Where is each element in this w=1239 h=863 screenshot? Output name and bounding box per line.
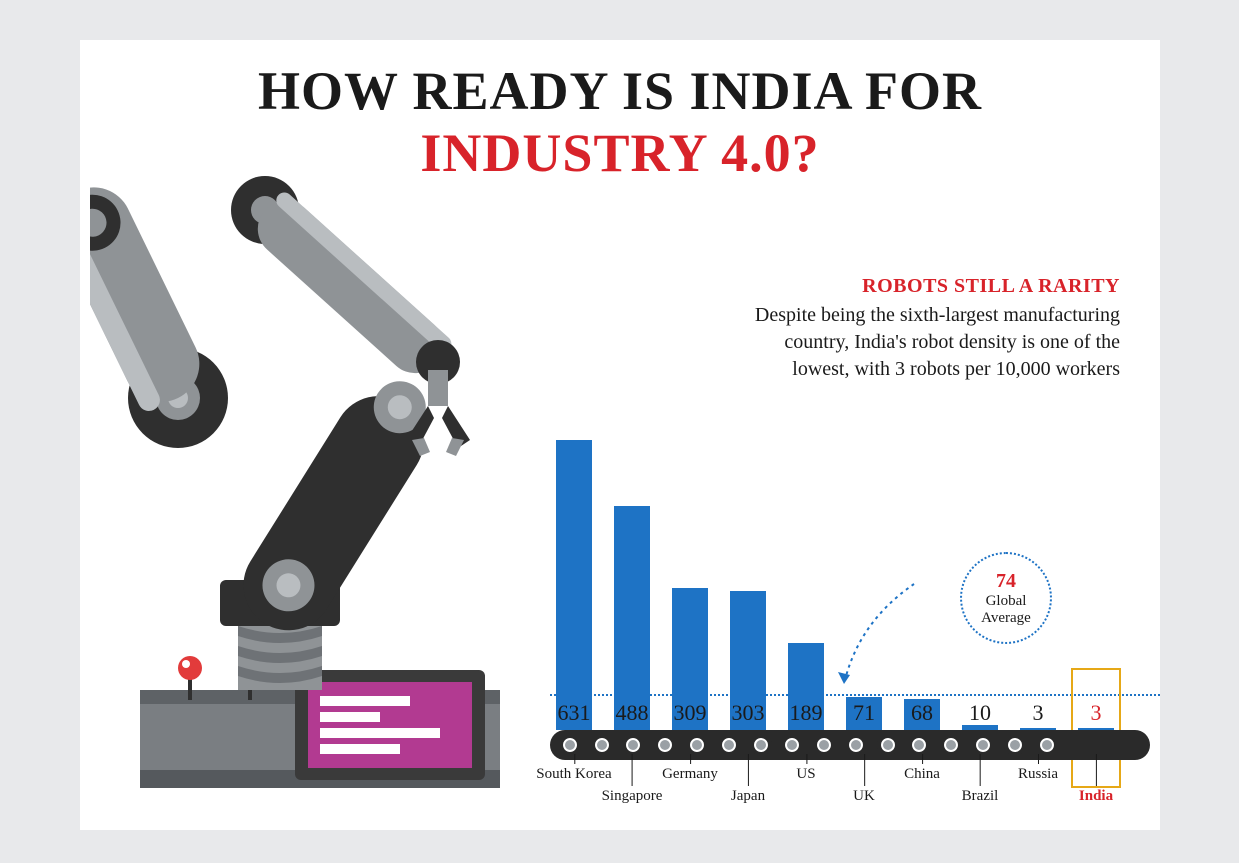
category-label: US: [796, 766, 815, 783]
robot-density-chart: 63148830930318971681033 74 Global Averag…: [550, 400, 1140, 820]
conveyor-wheel: [781, 734, 803, 756]
category-label: Japan: [731, 788, 765, 805]
conveyor-wheel: [972, 734, 994, 756]
bar-value-label: 309: [674, 700, 707, 726]
side-text-block: ROBOTS STILL A RARITY Despite being the …: [740, 275, 1120, 383]
bar-value-label: 10: [969, 700, 991, 726]
category-label: South Korea: [536, 766, 611, 783]
conveyor-wheel: [813, 734, 835, 756]
global-average-callout: 74 Global Average: [960, 552, 1052, 644]
title-qmark: ?: [792, 123, 820, 183]
title-block: HOW READY IS INDIA FOR INDUSTRY 4.0?: [80, 40, 1160, 184]
category-label: China: [904, 766, 940, 783]
conveyor-wheel: [622, 734, 644, 756]
bar-value-label: 189: [790, 700, 823, 726]
category-tick: [980, 754, 981, 786]
title-line1: HOW READY IS INDIA FOR: [80, 60, 1160, 122]
robot-arm-illustration: [90, 170, 550, 790]
conveyor-wheel: [1036, 734, 1058, 756]
conveyor-wheel: [718, 734, 740, 756]
category-tick: [574, 754, 575, 764]
conveyor-wheel: [1004, 734, 1026, 756]
category-tick: [864, 754, 865, 786]
conveyor-wheel: [559, 734, 581, 756]
global-average-value: 74: [996, 570, 1016, 593]
bar-value-label: 71: [853, 700, 875, 726]
bar: [614, 506, 650, 730]
robot-arm-icon: [90, 170, 550, 790]
average-arrow: [828, 572, 938, 702]
bar-value-label: 68: [911, 700, 933, 726]
category-label: UK: [853, 788, 875, 805]
category-axis: South KoreaSingaporeGermanyJapanUSUKChin…: [550, 764, 1150, 820]
conveyor-wheel: [940, 734, 962, 756]
conveyor-wheel: [686, 734, 708, 756]
conveyor-wheel: [908, 734, 930, 756]
category-label: Russia: [1018, 766, 1058, 783]
category-tick: [632, 754, 633, 786]
global-average-label: Global Average: [962, 593, 1050, 626]
conveyor-wheel: [654, 734, 676, 756]
conveyor-wheel: [750, 734, 772, 756]
category-tick: [922, 754, 923, 764]
category-tick: [748, 754, 749, 786]
category-label: Singapore: [602, 788, 663, 805]
category-tick: [1096, 754, 1097, 786]
side-body: Despite being the sixth-largest manufact…: [740, 302, 1120, 383]
category-tick: [806, 754, 807, 764]
category-label: Brazil: [962, 788, 999, 805]
side-heading: ROBOTS STILL A RARITY: [740, 275, 1120, 298]
infographic-canvas: HOW READY IS INDIA FOR INDUSTRY 4.0?: [80, 40, 1160, 830]
conveyor-wheel: [591, 734, 613, 756]
bar-value-label: 631: [558, 700, 591, 726]
category-label: India: [1079, 788, 1113, 805]
conveyor-wheel: [877, 734, 899, 756]
bar-value-label: 488: [616, 700, 649, 726]
bar-value-label: 303: [732, 700, 765, 726]
bar-value-label: 3: [1033, 700, 1044, 726]
category-tick: [690, 754, 691, 764]
conveyor-belt: [550, 730, 1150, 760]
conveyor-wheel: [845, 734, 867, 756]
category-label: Germany: [662, 766, 718, 783]
category-tick: [1038, 754, 1039, 764]
bar: [556, 440, 592, 730]
